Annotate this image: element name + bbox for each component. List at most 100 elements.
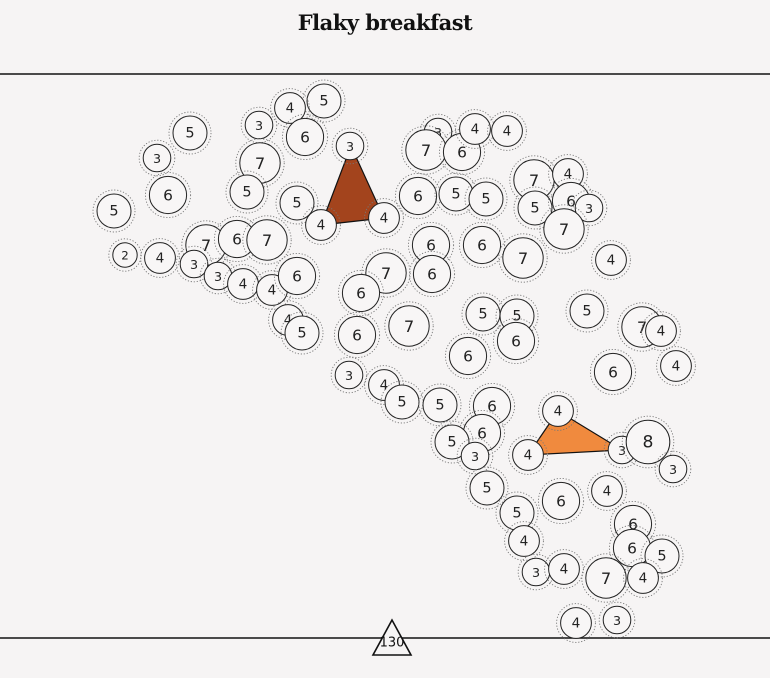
node-3[interactable]: 3 xyxy=(598,601,636,639)
node-3[interactable]: 3 xyxy=(240,106,278,144)
node-3[interactable]: 3 xyxy=(570,189,608,227)
node-4[interactable]: 4 xyxy=(623,558,663,598)
node-8[interactable]: 8 xyxy=(621,415,675,469)
node-halo xyxy=(504,521,544,561)
node-6[interactable]: 6 xyxy=(273,252,321,300)
node-4[interactable]: 4 xyxy=(556,603,596,643)
node-6[interactable]: 6 xyxy=(444,332,492,380)
node-6[interactable]: 6 xyxy=(458,221,506,269)
node-circle xyxy=(660,350,692,382)
node-3[interactable]: 3 xyxy=(654,450,692,488)
node-5[interactable]: 5 xyxy=(275,181,319,225)
node-5[interactable]: 5 xyxy=(465,466,509,510)
node-4[interactable]: 4 xyxy=(364,198,404,238)
node-circle xyxy=(502,237,544,279)
node-2[interactable]: 2 xyxy=(108,238,142,272)
node-7[interactable]: 7 xyxy=(498,233,548,283)
node-4[interactable]: 4 xyxy=(544,549,584,589)
node-value: 4 xyxy=(239,277,248,293)
node-value: 3 xyxy=(471,449,479,464)
node-6[interactable]: 6 xyxy=(408,250,456,298)
node-circle xyxy=(246,219,288,261)
node-circle xyxy=(543,208,585,250)
node-7[interactable]: 7 xyxy=(242,215,292,265)
node-6[interactable]: 6 xyxy=(337,269,385,317)
node-circle xyxy=(341,273,381,313)
node-4[interactable]: 4 xyxy=(641,311,681,351)
node-circle xyxy=(229,174,265,210)
node-halo xyxy=(361,248,411,298)
node-5[interactable]: 5 xyxy=(640,534,684,578)
node-7[interactable]: 7 xyxy=(581,553,631,603)
node-5[interactable]: 5 xyxy=(495,491,539,535)
node-circle xyxy=(279,185,315,221)
node-circle xyxy=(244,110,274,140)
node-halo xyxy=(539,204,589,254)
node-4[interactable]: 4 xyxy=(455,109,495,149)
node-5[interactable]: 5 xyxy=(565,289,609,333)
node-3[interactable]: 3 xyxy=(456,437,494,475)
node-value: 5 xyxy=(185,126,194,142)
node-7[interactable]: 7 xyxy=(235,138,285,188)
node-4[interactable]: 4 xyxy=(301,205,341,245)
node-circle xyxy=(274,92,306,124)
node-circle xyxy=(645,315,677,347)
score-triangle-icon xyxy=(371,618,413,656)
node-6[interactable]: 6 xyxy=(281,113,329,161)
node-halo xyxy=(487,111,527,151)
node-5[interactable]: 5 xyxy=(464,177,508,221)
node-circle xyxy=(277,256,317,296)
node-7[interactable]: 7 xyxy=(401,125,451,175)
node-5[interactable]: 5 xyxy=(418,383,462,427)
node-4[interactable]: 4 xyxy=(140,238,180,278)
node-circle xyxy=(422,387,458,423)
node-4[interactable]: 4 xyxy=(504,521,544,561)
node-value: 5 xyxy=(451,187,460,203)
node-7[interactable]: 7 xyxy=(539,204,589,254)
node-value: 4 xyxy=(603,484,612,500)
node-halo xyxy=(464,177,508,221)
node-value: 8 xyxy=(643,433,654,453)
node-5[interactable]: 5 xyxy=(380,380,424,424)
node-value: 4 xyxy=(560,562,569,578)
node-6[interactable]: 6 xyxy=(589,348,637,396)
node-6[interactable]: 6 xyxy=(407,221,455,269)
node-3[interactable]: 3 xyxy=(331,127,369,165)
node-4[interactable]: 4 xyxy=(656,346,696,386)
node-value: 7 xyxy=(201,236,211,255)
node-circle xyxy=(591,475,623,507)
node-halo xyxy=(92,189,136,233)
node-value: 5 xyxy=(478,307,487,323)
node-value: 6 xyxy=(300,129,310,147)
node-5[interactable]: 5 xyxy=(302,79,346,123)
node-3[interactable]: 3 xyxy=(330,356,368,394)
node-circle xyxy=(305,209,337,241)
node-5[interactable]: 5 xyxy=(461,292,505,336)
node-4[interactable]: 4 xyxy=(591,240,631,280)
node-value: 6 xyxy=(413,188,423,206)
node-3[interactable]: 3 xyxy=(138,139,176,177)
node-6[interactable]: 6 xyxy=(333,311,381,359)
node-5[interactable]: 5 xyxy=(225,170,269,214)
node-4[interactable]: 4 xyxy=(508,435,548,475)
node-4[interactable]: 4 xyxy=(587,471,627,511)
node-value: 6 xyxy=(608,364,618,382)
node-5[interactable]: 5 xyxy=(168,111,212,155)
node-6[interactable]: 6 xyxy=(537,477,585,525)
node-circle xyxy=(144,242,176,274)
node-4[interactable]: 4 xyxy=(487,111,527,151)
node-halo xyxy=(384,301,434,351)
node-halo xyxy=(458,409,506,457)
node-5[interactable]: 5 xyxy=(92,189,136,233)
node-value: 4 xyxy=(317,218,326,234)
node-value: 4 xyxy=(639,571,648,587)
node-6[interactable]: 6 xyxy=(492,317,540,365)
node-halo xyxy=(465,466,509,510)
node-7[interactable]: 7 xyxy=(384,301,434,351)
node-5[interactable]: 5 xyxy=(280,311,324,355)
node-halo xyxy=(508,435,548,475)
node-6[interactable]: 6 xyxy=(144,171,192,219)
node-4[interactable]: 4 xyxy=(223,264,263,304)
node-4[interactable]: 4 xyxy=(538,391,578,431)
